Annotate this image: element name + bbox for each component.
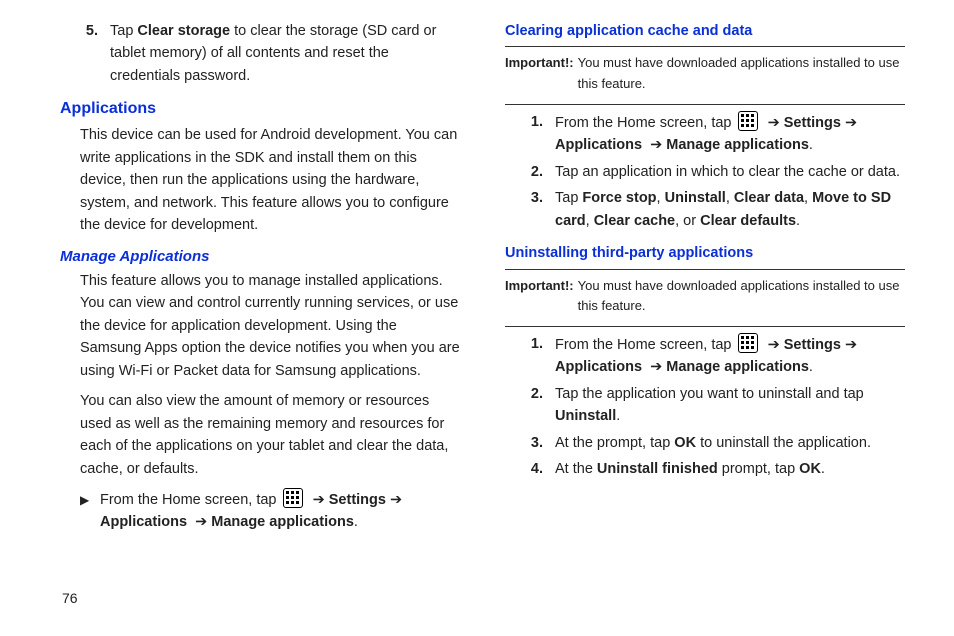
step-body: Tap the application you want to uninstal… <box>555 383 905 428</box>
text: . <box>809 359 813 375</box>
step-number: 4. <box>505 458 555 480</box>
text: From the Home screen, tap <box>555 115 736 131</box>
uninstall-step-2: 2. Tap the application you want to unins… <box>505 383 905 428</box>
step-number: 3. <box>505 432 555 454</box>
bold: Settings <box>329 492 386 508</box>
bold: Manage applications <box>211 514 354 530</box>
text: , or <box>675 213 700 229</box>
text: . <box>616 408 620 424</box>
step-number: 1. <box>505 333 555 379</box>
text: Tap the application you want to uninstal… <box>555 386 864 402</box>
clearing-step-1: 1. From the Home screen, tap ➔ Settings … <box>505 111 905 157</box>
bold: OK <box>799 461 821 477</box>
step-body: Tap Clear storage to clear the storage (… <box>110 20 460 87</box>
bold: Clear defaults <box>700 213 796 229</box>
text: . <box>796 213 800 229</box>
step-body: From the Home screen, tap ➔ Settings ➔ A… <box>100 488 460 534</box>
step-body: At the Uninstall finished prompt, tap OK… <box>555 458 905 480</box>
bold: Applications <box>555 359 642 375</box>
arrow-icon: ➔ <box>313 492 325 508</box>
step-number: 2. <box>505 161 555 183</box>
two-column-layout: 5. Tap Clear storage to clear the storag… <box>60 20 909 538</box>
step-body: At the prompt, tap OK to uninstall the a… <box>555 432 905 454</box>
text: prompt, tap <box>718 461 799 477</box>
text: At the <box>555 461 597 477</box>
arrow-icon: ➔ <box>650 137 662 153</box>
uninstall-step-4: 4. At the Uninstall finished prompt, tap… <box>505 458 905 480</box>
arrow-icon: ➔ <box>768 337 780 353</box>
bold: Clear storage <box>137 23 230 39</box>
manual-page: 5. Tap Clear storage to clear the storag… <box>0 0 954 636</box>
important-label: Important!: <box>505 276 574 316</box>
page-number: 76 <box>62 590 78 606</box>
applications-heading: Applications <box>60 97 460 122</box>
bold: Applications <box>555 137 642 153</box>
text: . <box>354 514 358 530</box>
bold: Clear data <box>734 190 804 206</box>
important-label: Important!: <box>505 53 574 93</box>
text: At the prompt, tap <box>555 435 674 451</box>
arrow-icon: ➔ <box>845 337 857 353</box>
important-text: You must have downloaded applications in… <box>578 53 905 93</box>
bold: Applications <box>100 514 187 530</box>
applications-body: This device can be used for Android deve… <box>80 124 460 236</box>
right-column: Clearing application cache and data Impo… <box>505 20 905 538</box>
step-body: Tap Force stop, Uninstall, Clear data, M… <box>555 187 905 232</box>
uninstalling-heading: Uninstalling third-party applications <box>505 242 905 264</box>
step-number: 5. <box>60 20 110 87</box>
rule <box>505 326 905 327</box>
arrow-icon: ➔ <box>195 514 207 530</box>
left-column: 5. Tap Clear storage to clear the storag… <box>60 20 460 538</box>
bold: Clear cache <box>594 213 675 229</box>
bold: Uninstall <box>665 190 726 206</box>
text: . <box>821 461 825 477</box>
manage-step: ▶ From the Home screen, tap ➔ Settings ➔… <box>80 488 460 534</box>
bold: OK <box>674 435 696 451</box>
manage-body-1: This feature allows you to manage instal… <box>80 270 460 382</box>
bold: Manage applications <box>666 137 809 153</box>
step-body: Tap an application in which to clear the… <box>555 161 905 183</box>
manage-applications-heading: Manage Applications <box>60 245 460 268</box>
rule <box>505 269 905 270</box>
clearing-step-2: 2. Tap an application in which to clear … <box>505 161 905 183</box>
arrow-icon: ➔ <box>845 115 857 131</box>
important-text: You must have downloaded applications in… <box>578 276 905 316</box>
step-body: From the Home screen, tap ➔ Settings ➔ A… <box>555 111 905 157</box>
rule <box>505 46 905 47</box>
apps-grid-icon <box>283 488 303 508</box>
bold: Uninstall finished <box>597 461 718 477</box>
step-number: 3. <box>505 187 555 232</box>
text: From the Home screen, tap <box>100 492 281 508</box>
text: Tap <box>555 190 582 206</box>
rule <box>505 104 905 105</box>
apps-grid-icon <box>738 333 758 353</box>
manage-body-2: You can also view the amount of memory o… <box>80 390 460 480</box>
text: From the Home screen, tap <box>555 337 736 353</box>
step-5: 5. Tap Clear storage to clear the storag… <box>60 20 460 87</box>
arrow-icon: ➔ <box>650 359 662 375</box>
step-number: 1. <box>505 111 555 157</box>
text: Tap <box>110 23 137 39</box>
step-body: From the Home screen, tap ➔ Settings ➔ A… <box>555 333 905 379</box>
clearing-heading: Clearing application cache and data <box>505 20 905 42</box>
step-number: 2. <box>505 383 555 428</box>
bold: Settings <box>784 337 841 353</box>
important-note: Important!: You must have downloaded app… <box>505 276 905 316</box>
bold: Force stop <box>582 190 656 206</box>
bold: Manage applications <box>666 359 809 375</box>
clearing-step-3: 3. Tap Force stop, Uninstall, Clear data… <box>505 187 905 232</box>
apps-grid-icon <box>738 111 758 131</box>
bold: Uninstall <box>555 408 616 424</box>
triangle-bullet-icon: ▶ <box>80 488 100 534</box>
arrow-icon: ➔ <box>390 492 402 508</box>
important-note: Important!: You must have downloaded app… <box>505 53 905 93</box>
uninstall-step-1: 1. From the Home screen, tap ➔ Settings … <box>505 333 905 379</box>
text: to uninstall the application. <box>696 435 871 451</box>
text: . <box>809 137 813 153</box>
arrow-icon: ➔ <box>768 115 780 131</box>
uninstall-step-3: 3. At the prompt, tap OK to uninstall th… <box>505 432 905 454</box>
bold: Settings <box>784 115 841 131</box>
